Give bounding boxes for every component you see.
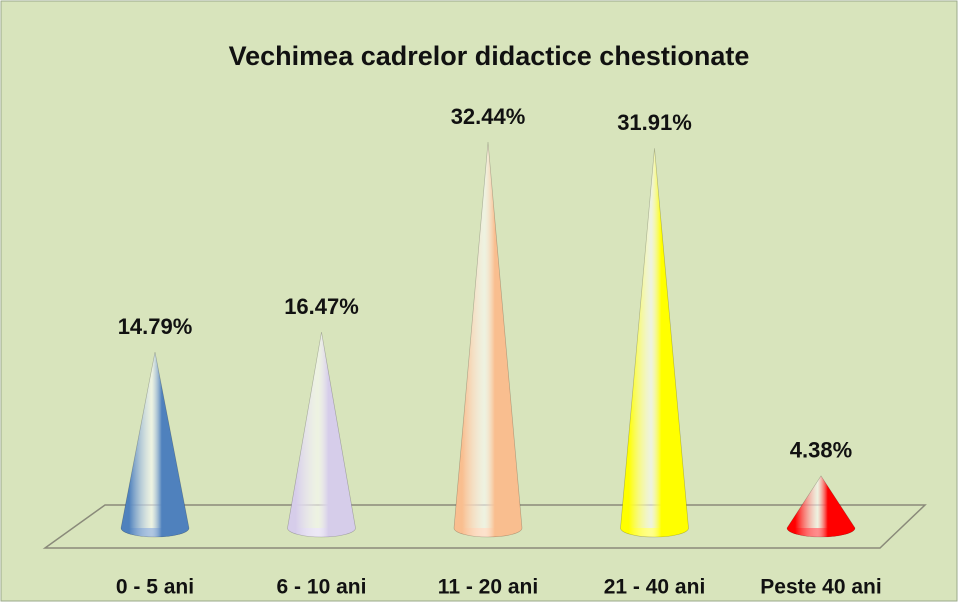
value-label: 4.38% — [790, 438, 852, 463]
value-label: 31.91% — [617, 110, 692, 135]
cone — [287, 331, 356, 538]
chart-title: Vechimea cadrelor didactice chestionate — [229, 41, 750, 71]
value-label: 32.44% — [451, 104, 526, 129]
cone — [786, 475, 856, 538]
cone — [120, 351, 190, 538]
value-label: 16.47% — [284, 294, 359, 319]
x-tick-label: 6 - 10 ani — [277, 576, 367, 599]
x-tick-label: Peste 40 ani — [760, 576, 881, 599]
x-tick-label: 21 - 40 ani — [604, 576, 706, 599]
cone — [453, 141, 523, 538]
x-tick-label: 11 - 20 ani — [438, 576, 538, 599]
floor — [42, 504, 927, 549]
x-tick-label: 0 - 5 ani — [116, 576, 194, 599]
value-label: 14.79% — [118, 314, 193, 339]
cone — [620, 148, 689, 538]
